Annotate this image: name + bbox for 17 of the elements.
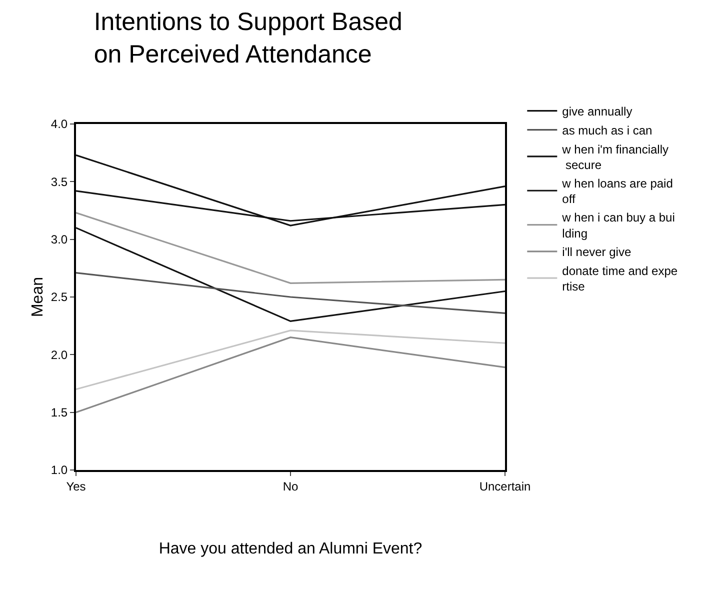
y-tick-label: 4.0: [50, 117, 68, 132]
legend-label: donate time and expe rtise: [562, 264, 678, 294]
y-tick-label: 3.0: [50, 232, 68, 247]
y-tick-label: 2.5: [50, 290, 68, 304]
y-tick-label: 3.5: [50, 174, 68, 189]
x-tick-label: Uncertain: [479, 479, 531, 494]
x-tick-label: Yes: [66, 479, 86, 494]
chart-title: Intentions to Support Based on Perceived Attendance: [94, 8, 402, 68]
y-tick-label: 1.5: [50, 406, 68, 420]
x-axis-title: Have you attended an Alumni Event?: [158, 540, 422, 558]
y-axis-title: Mean: [29, 276, 46, 318]
y-tick-label: 1.0: [50, 463, 68, 478]
legend-label: give annually: [562, 104, 632, 118]
x-tick-label: No: [282, 479, 298, 494]
y-tick-label: 2.0: [50, 348, 68, 362]
legend-label: as much as i can: [562, 124, 652, 138]
legend-label: i'll never give: [562, 245, 632, 260]
